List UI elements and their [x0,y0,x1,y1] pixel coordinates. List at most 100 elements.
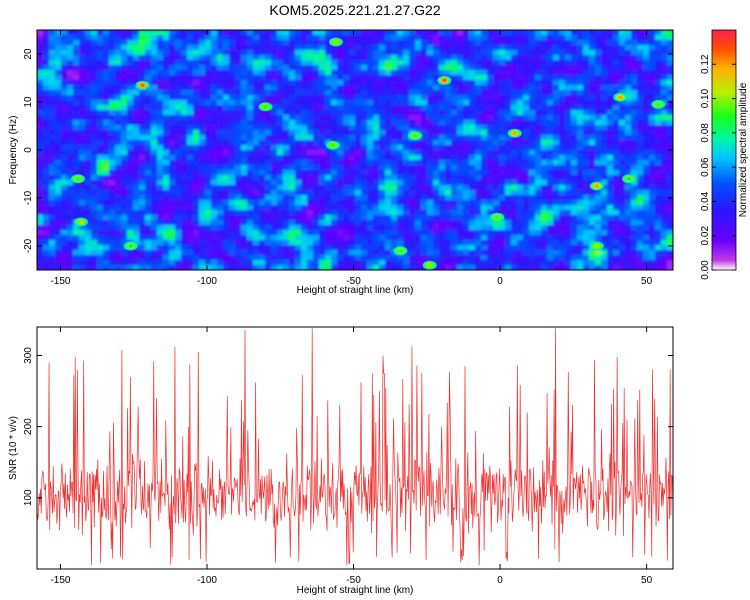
heatmap-cell [193,255,200,261]
heatmap-cell [103,110,110,116]
heatmap-cell [493,220,500,226]
heatmap-cell [643,180,650,186]
heatmap-cell [301,35,308,41]
heatmap-cell [577,240,584,246]
heatmap-cell [97,250,104,256]
heatmap-cell [265,50,272,56]
heatmap-cell [571,140,578,146]
heatmap-cell [625,200,632,206]
heatmap-cell [103,205,110,211]
heatmap-cell [619,130,626,136]
heatmap-cell [625,110,632,116]
heatmap-cell [475,130,482,136]
heatmap-cell [559,245,566,251]
heatmap-cell [631,255,638,261]
heatmap-cell [289,170,296,176]
heatmap-cell [505,225,512,231]
heatmap-cell [559,60,566,66]
heatmap-cell [625,70,632,76]
heatmap-cell [553,155,560,161]
heatmap-cell [157,35,164,41]
heatmap-cell [607,50,614,56]
heatmap-cell [223,120,230,126]
heatmap-cell [415,185,422,191]
heatmap-cell [37,220,44,226]
heatmap-cell [331,200,338,206]
heatmap-cell [355,35,362,41]
heatmap-cell [649,175,656,181]
heatmap-cell [547,100,554,106]
heatmap-cell [445,220,452,226]
heatmap-cell [577,100,584,106]
heatmap-cell [187,135,194,141]
heatmap-cell [187,30,194,36]
heatmap-cell [391,115,398,121]
heatmap-cell [121,170,128,176]
heatmap-cell [229,205,236,211]
heatmap-cell [409,235,416,241]
heatmap-cell [421,120,428,126]
heatmap-cell [409,60,416,66]
heatmap-cell [151,150,158,156]
heatmap-cell [643,170,650,176]
heatmap-cell [589,85,596,91]
heatmap-cell [535,40,542,46]
heatmap-cell [631,160,638,166]
heatmap-cell [115,175,122,181]
heatmap-cell [577,200,584,206]
heatmap-cell [463,60,470,66]
heatmap-cell [391,230,398,236]
heatmap-cell [577,235,584,241]
heatmap-cell [439,135,446,141]
heatmap-cell [487,80,494,86]
heatmap-cell [643,220,650,226]
heatmap-cell [37,200,44,206]
heatmap-cell [325,200,332,206]
heatmap-cell [37,60,44,66]
heatmap-cell [259,85,266,91]
heatmap-cell [259,110,266,116]
heatmap-cell [223,115,230,121]
heatmap-cell [43,205,50,211]
heatmap-cell [385,75,392,81]
heatmap-cell [637,200,644,206]
heatmap-cell [493,165,500,171]
heatmap-cell [145,180,152,186]
heatmap-cell [451,195,458,201]
heatmap-cell [235,30,242,36]
heatmap-cell [595,165,602,171]
heatmap-cell [259,245,266,251]
heatmap-cell [583,215,590,221]
heatmap-cell [493,160,500,166]
heatmap-cell [637,70,644,76]
heatmap-cell [421,250,428,256]
heatmap-cell [223,65,230,71]
heatmap-cell [61,140,68,146]
heatmap-cell [439,90,446,96]
heatmap-cell [361,145,368,151]
heatmap-cell [121,130,128,136]
heatmap-cell [277,30,284,36]
heatmap-cell [433,30,440,36]
heatmap-cell [163,225,170,231]
heatmap-cell [361,165,368,171]
heatmap-cell [583,165,590,171]
heatmap-cell [73,45,80,51]
heatmap-cell [229,50,236,56]
heatmap-cell [457,105,464,111]
heatmap-cell [61,80,68,86]
heatmap-cell [169,180,176,186]
heatmap-cell [313,155,320,161]
heatmap-cell [247,175,254,181]
heatmap-cell [451,170,458,176]
heatmap-cell [235,180,242,186]
heatmap-cell [319,260,326,266]
heatmap-cell [511,260,518,266]
heatmap-cell [319,155,326,161]
heatmap-cell [661,125,668,131]
heatmap-cell [409,150,416,156]
heatmap-cell [607,35,614,41]
heatmap-cell [121,40,128,46]
heatmap-cell [283,135,290,141]
heatmap-cell [55,125,62,131]
